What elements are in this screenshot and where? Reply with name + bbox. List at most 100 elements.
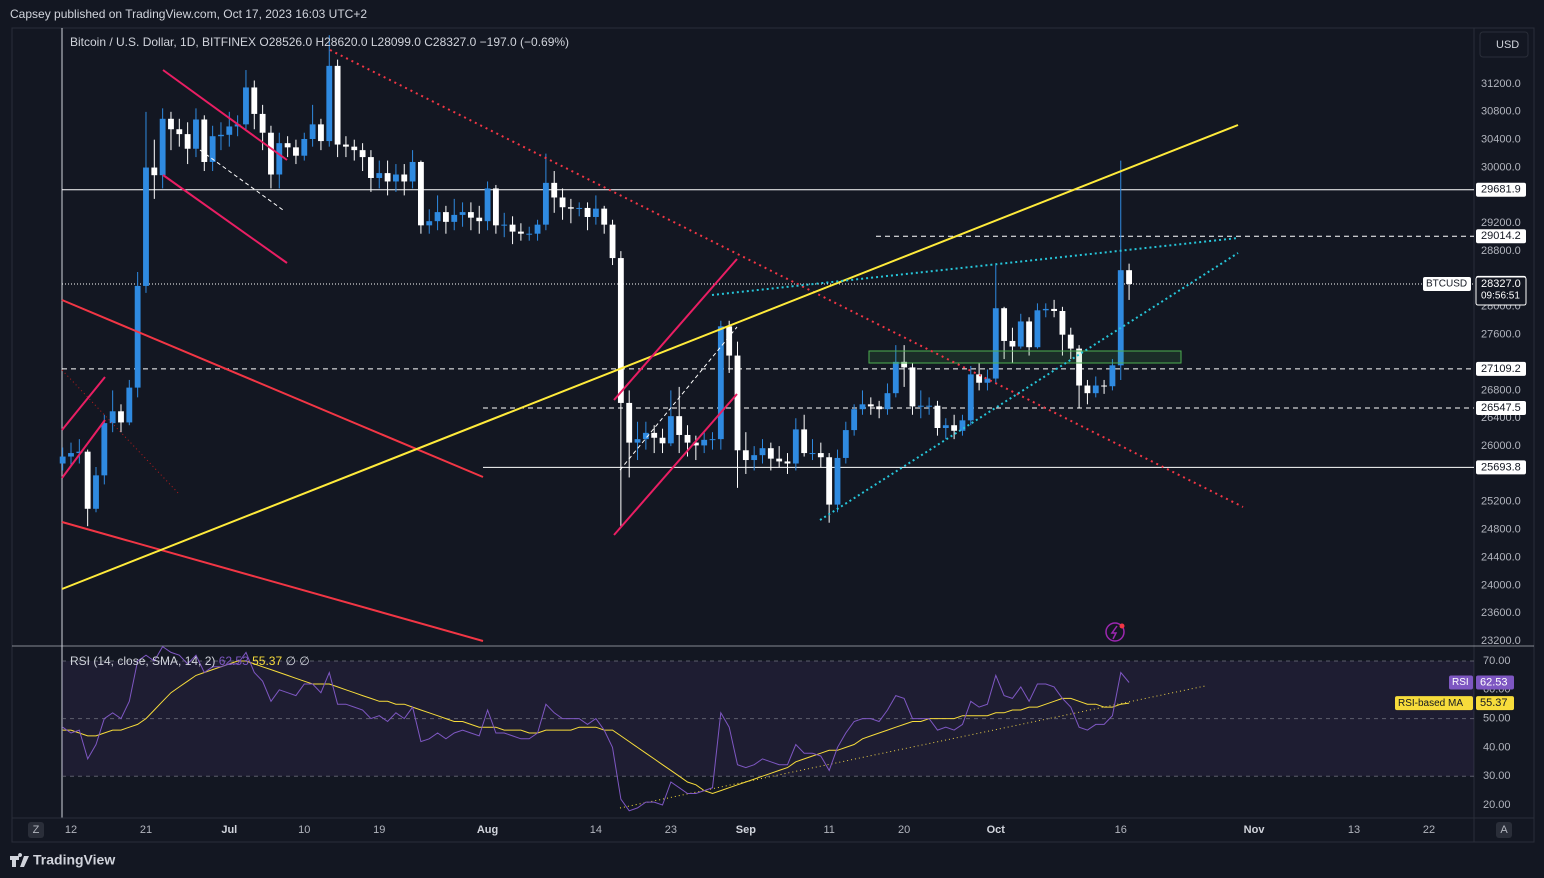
candle-body [343, 144, 349, 147]
candle-body [293, 147, 299, 156]
candle-body [109, 411, 116, 424]
candle-body [826, 457, 833, 505]
y-tick-label: 31200.0 [1481, 78, 1521, 90]
channel-line [162, 174, 288, 264]
candle-body [842, 430, 849, 458]
legend-close: C28327.0 [424, 35, 476, 49]
legend-low: L28099.0 [371, 35, 421, 49]
y-tick-label: 27600.0 [1481, 329, 1521, 341]
candle-body [759, 448, 766, 456]
candle-body [792, 429, 799, 464]
y-tick-label: 25200.0 [1481, 496, 1521, 508]
rsi-tick-label: 70.00 [1483, 655, 1511, 667]
candle-body [476, 217, 483, 222]
candle-body [143, 167, 149, 286]
candle-body [676, 416, 683, 435]
auto-button[interactable] [1496, 822, 1512, 838]
event-icon[interactable] [1105, 622, 1125, 642]
candle-body [1076, 348, 1083, 386]
candle-body [209, 136, 216, 162]
chart-frame [11, 27, 1535, 843]
channel-line [613, 258, 738, 401]
candle-body [1092, 385, 1099, 394]
candle-body [526, 233, 533, 235]
candle-body [892, 361, 899, 394]
candle-body [876, 406, 883, 410]
event-bolt [1110, 625, 1118, 640]
channel-line [61, 376, 106, 431]
candle-body [542, 182, 549, 225]
candle-body [934, 405, 941, 428]
candle-body [709, 439, 716, 441]
candle-body [417, 161, 424, 226]
candle-body [426, 221, 433, 226]
level-label: 27109.2 [1481, 363, 1521, 375]
series-value-tag [1476, 696, 1514, 711]
candle-body [859, 404, 866, 410]
candle-body [659, 437, 666, 444]
series-name: RSI [1452, 677, 1469, 688]
level-label: 29014.2 [1481, 230, 1521, 242]
rsi-value: 62.53 [219, 654, 249, 668]
candle-body [134, 285, 141, 388]
rsi-line [62, 660, 1130, 795]
series-name: RSI-based MA [1398, 698, 1463, 709]
candle-body [551, 182, 558, 198]
candles [59, 35, 1132, 527]
y-tick-label: 29200.0 [1481, 217, 1521, 229]
candle-body [268, 132, 274, 175]
y-tick-label: 26800.0 [1481, 384, 1521, 396]
trend-line [61, 124, 1239, 590]
x-tick-label: Oct [987, 824, 1006, 836]
candle-body [951, 425, 958, 431]
candle-body [1034, 310, 1041, 348]
candle-body [334, 65, 341, 145]
rsi-icons: ∅ ∅ [285, 654, 309, 668]
y-tick-label: 30000.0 [1481, 161, 1521, 173]
candle-body [326, 65, 333, 142]
candle-body [442, 212, 449, 222]
drawings [61, 49, 1244, 809]
candle-body [218, 134, 224, 137]
level-label: 29681.9 [1481, 184, 1521, 196]
candle-body [168, 118, 174, 130]
candle-body [1067, 334, 1074, 349]
candle-body [609, 224, 616, 259]
x-tick-label: 16 [1115, 824, 1127, 836]
candle-body [1101, 385, 1108, 387]
level-label: 26547.5 [1481, 402, 1521, 414]
candle-body [1109, 365, 1116, 387]
zoom-button[interactable] [28, 822, 44, 838]
series-value: 62.53 [1480, 676, 1508, 688]
last-price-tag [1475, 276, 1527, 306]
currency-button[interactable] [1479, 31, 1529, 58]
dashed-line [619, 326, 738, 471]
candle-body [459, 212, 466, 215]
candle-body [484, 188, 491, 222]
x-tick-label: 20 [898, 824, 910, 836]
y-tick-label: 24400.0 [1481, 551, 1521, 563]
zoom-label: Z [33, 824, 40, 836]
x-tick-label: 13 [1348, 824, 1360, 836]
x-tick-label: 11 [823, 824, 834, 836]
wedge-line [711, 237, 1239, 296]
candle-body [509, 224, 516, 232]
candle-body [451, 214, 458, 222]
candle-body [576, 207, 583, 209]
candle-body [559, 197, 566, 208]
candle-body [692, 442, 699, 446]
candle-body [151, 167, 158, 176]
trend-line [61, 299, 484, 478]
y-tick-label: 28800.0 [1481, 245, 1521, 257]
level-tag [1476, 182, 1526, 197]
trend-line [329, 49, 1244, 508]
candle-body [101, 423, 108, 476]
y-tick-label: 23200.0 [1481, 635, 1521, 647]
y-tick-label: 26000.0 [1481, 440, 1521, 452]
candle-body [967, 374, 974, 421]
series-name-tag [1449, 675, 1473, 690]
x-tick-label: Nov [1244, 824, 1266, 836]
candle-body [834, 457, 841, 505]
rsi-ma-value: 55.37 [252, 654, 282, 668]
y-tick-label: 23600.0 [1481, 607, 1521, 619]
